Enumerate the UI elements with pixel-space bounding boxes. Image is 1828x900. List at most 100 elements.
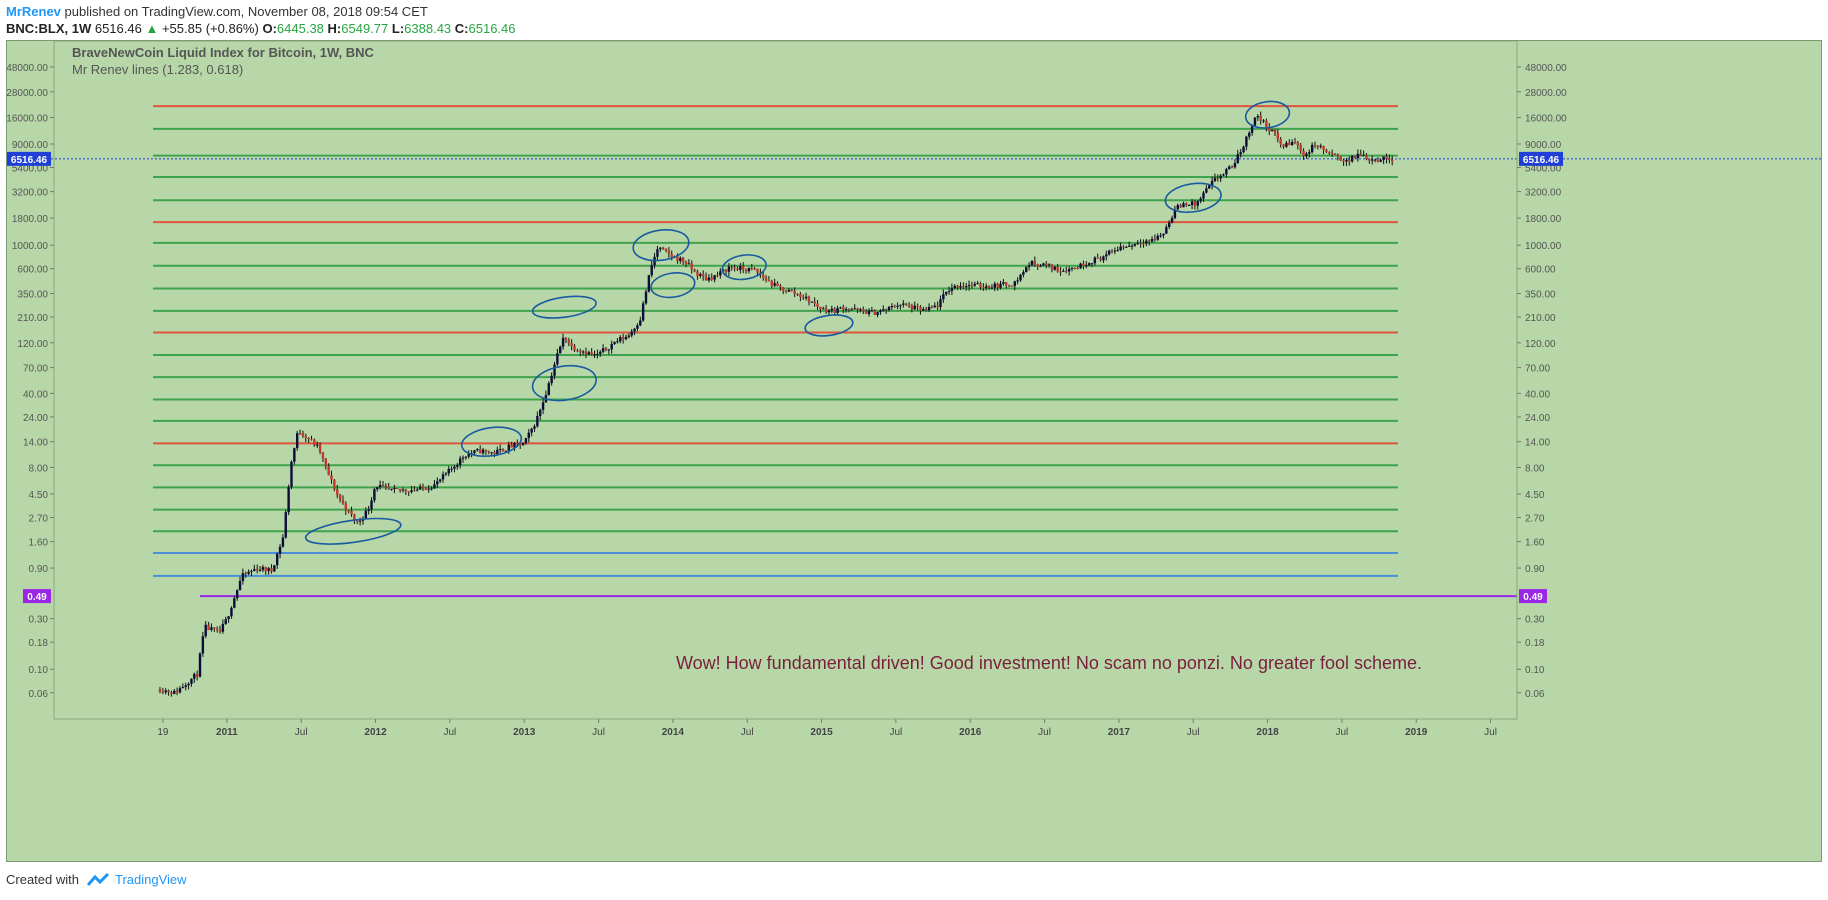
x-tick-label: Jul: [741, 727, 754, 738]
candle-body: [1042, 263, 1045, 266]
candle-body: [979, 283, 982, 288]
x-tick-label: 2013: [513, 727, 536, 738]
candle-body: [1362, 154, 1365, 156]
y-tick-label-right: 9000.00: [1525, 140, 1562, 151]
y-tick-label-left: 28000.00: [7, 88, 48, 99]
candle-body: [636, 325, 639, 329]
candle-body: [567, 340, 571, 344]
candle-body: [733, 267, 736, 269]
y-tick-label-left: 9000.00: [12, 140, 49, 151]
candle-body: [896, 305, 899, 307]
x-tick-label: 2014: [662, 727, 685, 738]
candle-body: [1239, 152, 1242, 155]
purple-level-label-left: 0.49: [27, 592, 47, 603]
candle-body: [610, 344, 613, 350]
candle-body: [181, 687, 185, 689]
chart-container[interactable]: 48000.00 48000.00 28000.00 28000.00 16000.00…: [6, 40, 1822, 862]
candle-body: [976, 283, 979, 285]
candle-body: [484, 449, 488, 451]
candle-body: [353, 514, 356, 520]
x-tick-label: 2011: [216, 727, 238, 738]
candle-body: [536, 416, 539, 427]
tradingview-link[interactable]: TradingView: [86, 872, 187, 887]
candle-body: [421, 486, 425, 489]
candle-body: [290, 461, 293, 487]
candle-body: [1219, 175, 1222, 179]
x-tick-label: Jul: [592, 727, 605, 738]
candle-body: [604, 348, 608, 351]
candle-body: [965, 286, 968, 288]
candle-body: [922, 308, 925, 311]
candle-body: [476, 449, 479, 451]
legend-indicator: Mr Renev lines (1.283, 0.618): [72, 62, 243, 77]
hand-drawn-circle: [531, 364, 597, 402]
y-tick-label-right: 0.10: [1525, 665, 1545, 676]
candle-body: [830, 308, 834, 311]
candle-body: [1013, 281, 1017, 286]
candle-body: [510, 444, 513, 448]
created-with-text: Created with: [6, 872, 79, 887]
candle-body: [736, 268, 739, 270]
candle-body: [1122, 246, 1125, 248]
candle-body: [527, 432, 530, 439]
candle-body: [1228, 166, 1231, 170]
candle-body: [1319, 145, 1322, 147]
candle-body: [933, 305, 936, 308]
candle-body: [501, 448, 505, 452]
candle-body: [473, 450, 476, 454]
candle-body: [336, 489, 339, 495]
x-tick-label: 2015: [810, 727, 833, 738]
candle-body: [481, 449, 485, 454]
candle-body: [847, 308, 851, 310]
candle-body: [944, 291, 948, 295]
x-tick-label: Jul: [1484, 727, 1497, 738]
candle-body: [1379, 160, 1382, 162]
candle-body: [667, 250, 671, 255]
candle-body: [773, 283, 776, 286]
y-tick-label-left: 0.30: [29, 615, 49, 626]
candle-body: [1373, 159, 1377, 161]
candle-body: [879, 310, 882, 313]
candle-body: [1328, 151, 1331, 153]
candle-body: [753, 268, 756, 270]
candle-body: [184, 685, 187, 688]
footer: Created with TradingView: [6, 872, 187, 887]
chart-svg[interactable]: 48000.00 48000.00 28000.00 28000.00 16000.00…: [6, 40, 1821, 861]
candle-body: [504, 450, 508, 452]
y-tick-label-left: 1.60: [29, 538, 49, 549]
x-tick-label: 19: [157, 727, 169, 738]
candle-body: [819, 306, 822, 310]
candle-body: [693, 269, 696, 272]
candle-body: [1350, 155, 1354, 162]
candle-body: [424, 488, 428, 490]
candle-body: [1305, 153, 1308, 157]
symbol-label[interactable]: BNC:BLX, 1W: [6, 21, 92, 36]
candle-body: [164, 690, 167, 693]
candle-body: [684, 261, 688, 265]
hand-drawn-circle: [650, 272, 696, 299]
candle-body: [1102, 256, 1105, 261]
hand-drawn-circle: [1244, 100, 1291, 129]
candle-body: [1356, 153, 1360, 159]
candle-body: [987, 286, 991, 288]
y-tick-label-left: 1000.00: [12, 241, 49, 252]
candle-body: [1290, 141, 1294, 146]
candle-body: [882, 309, 885, 311]
candle-body: [173, 690, 176, 694]
candle-body: [1062, 270, 1065, 272]
candle-body: [822, 308, 825, 310]
author-link[interactable]: MrRenev: [6, 4, 61, 19]
hand-drawn-circle: [721, 254, 767, 281]
candle-body: [1345, 159, 1348, 162]
candle-body: [890, 306, 894, 308]
candle-body: [1210, 180, 1214, 186]
candle-body: [856, 308, 859, 310]
ohlc-line: BNC:BLX, 1W 6516.46 ▲ +55.85 (+0.86%) O:…: [6, 21, 516, 36]
candle-body: [664, 248, 668, 251]
candle-body: [541, 402, 545, 410]
candle-body: [1130, 245, 1134, 247]
candle-body: [396, 488, 399, 490]
candle-body: [1119, 246, 1122, 251]
candle-body: [1293, 141, 1297, 143]
y-tick-label-right: 600.00: [1525, 265, 1556, 276]
